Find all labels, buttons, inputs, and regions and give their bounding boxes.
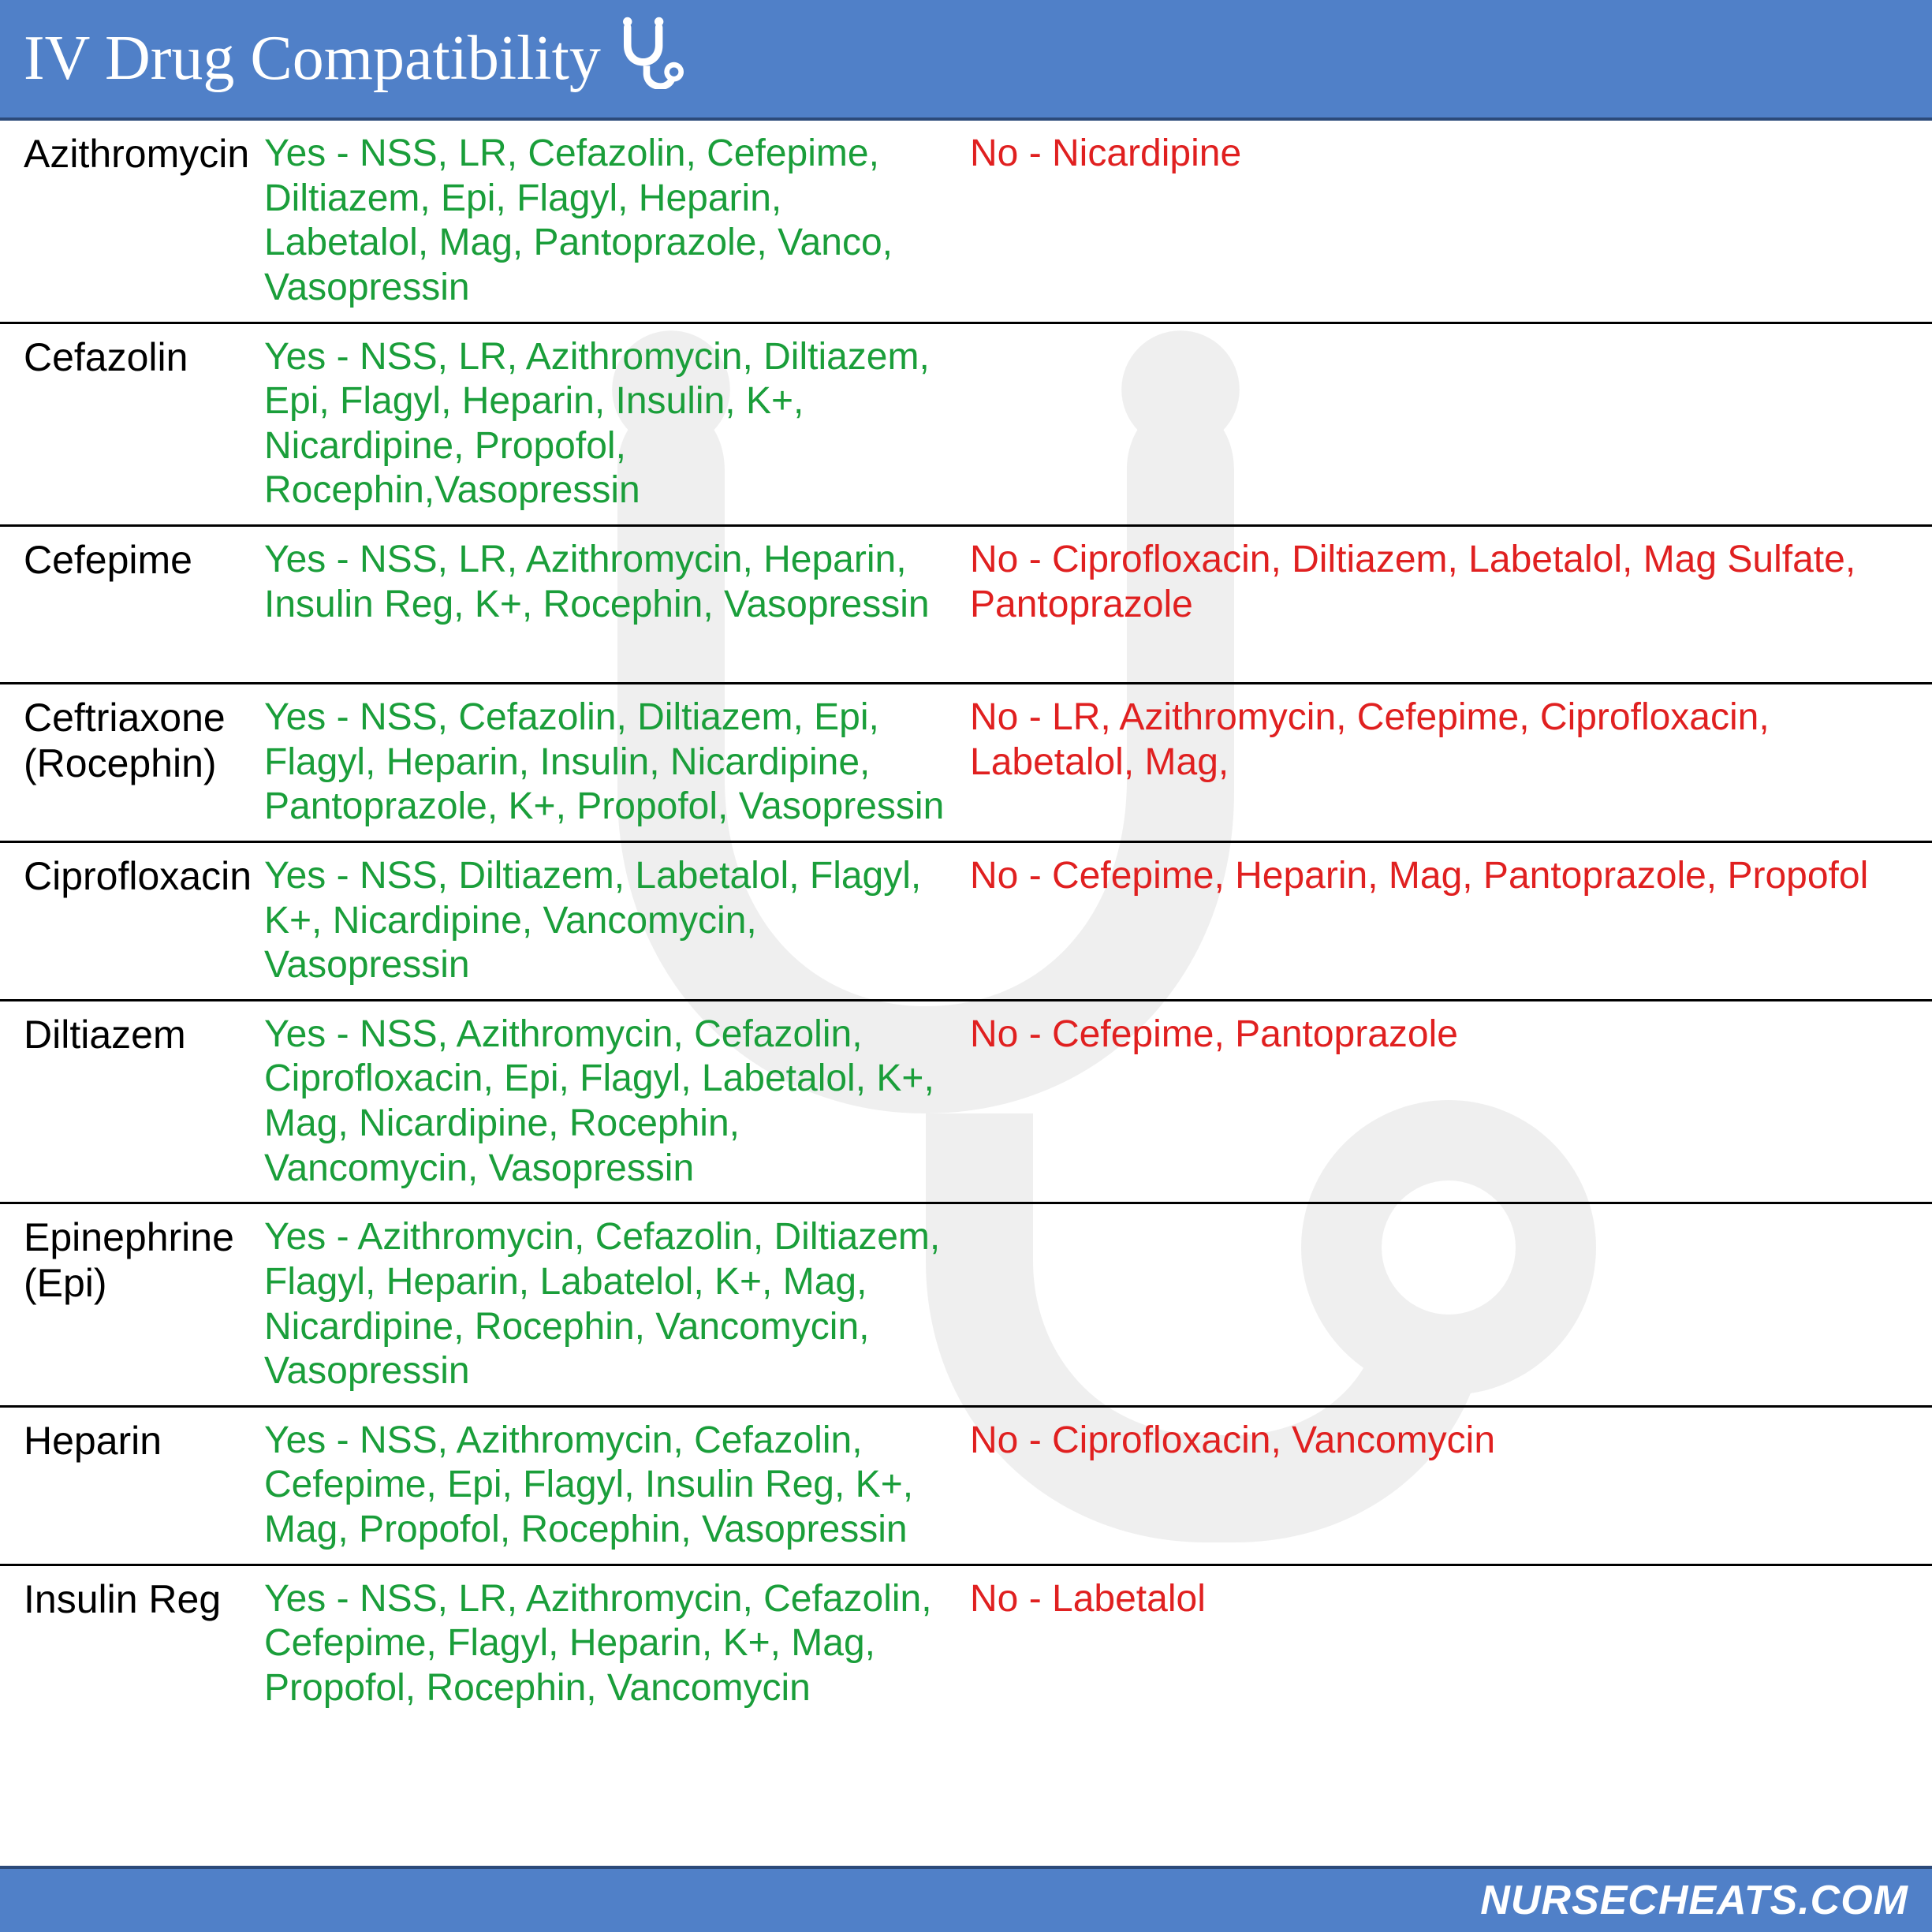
- table-row: Insulin Reg Yes - NSS, LR, Azithromycin,…: [0, 1566, 1932, 1724]
- drug-name-cell: Cefazolin: [24, 335, 264, 514]
- compatible-cell: Yes - NSS, Azithromycin, Cefazolin, Cefe…: [264, 1419, 970, 1553]
- drug-name-cell: Cefepime: [24, 538, 264, 671]
- table-row: Heparin Yes - NSS, Azithromycin, Cefazol…: [0, 1408, 1932, 1566]
- compatible-cell: Yes - NSS, Diltiazem, Labetalol, Flagyl,…: [264, 854, 970, 988]
- stethoscope-icon: [609, 14, 684, 103]
- compatibility-table: Azithromycin Yes - NSS, LR, Cefazolin, C…: [0, 121, 1932, 1724]
- drug-name-cell: Ciprofloxacin: [24, 854, 264, 988]
- page-header: IV Drug Compatibility: [0, 0, 1932, 121]
- incompatible-cell: No - Labetalol: [970, 1577, 1916, 1713]
- compatible-cell: Yes - NSS, Azithromycin, Cefazolin, Cipr…: [264, 1013, 970, 1192]
- incompatible-cell: [970, 1215, 1916, 1394]
- drug-name-cell: Insulin Reg: [24, 1577, 264, 1713]
- compatible-cell: Yes - Azithromycin, Cefazolin, Diltiazem…: [264, 1215, 970, 1394]
- compatible-cell: Yes - NSS, LR, Azithromycin, Diltiazem, …: [264, 335, 970, 514]
- incompatible-cell: No - Cefepime, Pantoprazole: [970, 1013, 1916, 1192]
- incompatible-cell: No - Nicardipine: [970, 132, 1916, 311]
- incompatible-cell: No - Ciprofloxacin, Vancomycin: [970, 1419, 1916, 1553]
- table-row: Cefepime Yes - NSS, LR, Azithromycin, He…: [0, 527, 1932, 684]
- table-row: Ciprofloxacin Yes - NSS, Diltiazem, Labe…: [0, 843, 1932, 1001]
- table-row: Diltiazem Yes - NSS, Azithromycin, Cefaz…: [0, 1001, 1932, 1205]
- incompatible-cell: No - Ciprofloxacin, Diltiazem, Labetalol…: [970, 538, 1916, 671]
- table-row: Cefazolin Yes - NSS, LR, Azithromycin, D…: [0, 324, 1932, 528]
- compatible-cell: Yes - NSS, LR, Cefazolin, Cefepime, Dilt…: [264, 132, 970, 311]
- table-row: Azithromycin Yes - NSS, LR, Cefazolin, C…: [0, 121, 1932, 324]
- compatible-cell: Yes - NSS, Cefazolin, Diltiazem, Epi, Fl…: [264, 696, 970, 830]
- footer-text: NURSECHEATS.COM: [1480, 1878, 1908, 1923]
- table-row: Ceftriaxone (Rocephin) Yes - NSS, Cefazo…: [0, 684, 1932, 843]
- compatible-cell: Yes - NSS, LR, Azithromycin, Heparin, In…: [264, 538, 970, 671]
- drug-name-cell: Ceftriaxone (Rocephin): [24, 696, 264, 830]
- drug-name-cell: Azithromycin: [24, 132, 264, 311]
- drug-name-cell: Diltiazem: [24, 1013, 264, 1192]
- incompatible-cell: [970, 335, 1916, 514]
- page-title: IV Drug Compatibility: [24, 23, 601, 95]
- table-row: Epinephrine (Epi) Yes - Azithromycin, Ce…: [0, 1204, 1932, 1408]
- incompatible-cell: No - Cefepime, Heparin, Mag, Pantoprazol…: [970, 854, 1916, 988]
- compatible-cell: Yes - NSS, LR, Azithromycin, Cefazolin, …: [264, 1577, 970, 1713]
- drug-name-cell: Heparin: [24, 1419, 264, 1553]
- drug-name-cell: Epinephrine (Epi): [24, 1215, 264, 1394]
- page-footer: NURSECHEATS.COM: [0, 1866, 1932, 1932]
- incompatible-cell: No - LR, Azithromycin, Cefepime, Ciprofl…: [970, 696, 1916, 830]
